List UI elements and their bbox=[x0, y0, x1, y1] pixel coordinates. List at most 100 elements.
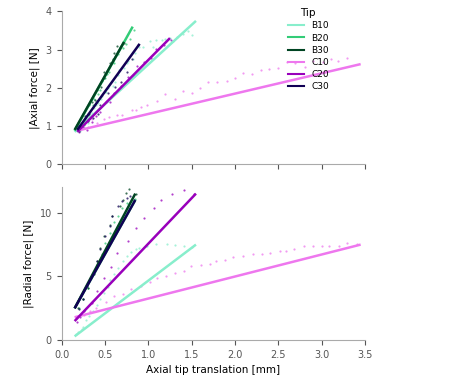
Point bbox=[206, 261, 214, 267]
Point bbox=[84, 285, 91, 291]
Point bbox=[78, 122, 85, 129]
Point bbox=[111, 84, 119, 90]
Point bbox=[153, 275, 161, 281]
Point bbox=[128, 56, 136, 62]
Point bbox=[104, 90, 111, 96]
Point bbox=[92, 113, 100, 119]
Point bbox=[109, 83, 117, 89]
Point bbox=[97, 96, 105, 102]
Point bbox=[120, 65, 128, 71]
Point bbox=[123, 253, 130, 259]
Point bbox=[72, 127, 80, 133]
Point bbox=[109, 213, 116, 219]
Point bbox=[118, 112, 126, 118]
Point bbox=[109, 56, 116, 62]
Point bbox=[73, 319, 81, 325]
Point bbox=[136, 44, 143, 50]
Point bbox=[93, 288, 101, 294]
Point bbox=[75, 123, 83, 129]
Point bbox=[158, 37, 166, 43]
Point bbox=[102, 299, 110, 305]
Point bbox=[72, 314, 80, 320]
Point bbox=[83, 284, 91, 290]
Point bbox=[126, 36, 133, 42]
Point bbox=[82, 115, 89, 121]
Point bbox=[249, 251, 257, 257]
X-axis label: Axial tip translation [mm]: Axial tip translation [mm] bbox=[146, 366, 280, 375]
Point bbox=[132, 246, 140, 253]
Point bbox=[196, 85, 203, 91]
Point bbox=[144, 102, 151, 108]
Point bbox=[94, 100, 102, 106]
Point bbox=[106, 222, 113, 228]
Point bbox=[258, 251, 266, 257]
Point bbox=[142, 243, 150, 249]
Point bbox=[319, 59, 327, 65]
Point bbox=[118, 83, 125, 89]
Point bbox=[125, 74, 132, 81]
Point bbox=[190, 191, 198, 197]
Point bbox=[163, 241, 171, 247]
Point bbox=[110, 60, 118, 66]
Point bbox=[91, 105, 98, 111]
Point bbox=[123, 200, 130, 206]
Point bbox=[113, 112, 120, 118]
Point bbox=[171, 270, 179, 276]
Point bbox=[74, 127, 82, 133]
Point bbox=[181, 268, 188, 274]
Point bbox=[266, 249, 273, 256]
Point bbox=[184, 28, 191, 34]
Point bbox=[123, 69, 131, 75]
Point bbox=[80, 296, 87, 302]
Point bbox=[80, 117, 88, 123]
Point bbox=[265, 66, 273, 72]
Point bbox=[104, 284, 111, 290]
Point bbox=[75, 305, 83, 311]
Point bbox=[132, 107, 140, 113]
Point bbox=[249, 71, 256, 77]
Point bbox=[291, 246, 298, 253]
Point bbox=[80, 118, 88, 124]
Point bbox=[79, 125, 86, 131]
Point bbox=[78, 123, 86, 129]
Point bbox=[169, 38, 176, 44]
Point bbox=[89, 271, 96, 277]
Point bbox=[149, 44, 156, 50]
Point bbox=[79, 324, 87, 330]
Point bbox=[111, 79, 119, 85]
Point bbox=[75, 129, 83, 135]
Point bbox=[79, 125, 87, 131]
Point bbox=[114, 72, 122, 78]
Point bbox=[90, 271, 97, 277]
Point bbox=[116, 203, 123, 209]
Point bbox=[78, 326, 86, 332]
Point bbox=[343, 240, 350, 246]
Point bbox=[73, 331, 80, 337]
Point bbox=[84, 119, 92, 125]
Point bbox=[73, 128, 81, 134]
Point bbox=[89, 308, 96, 314]
Point bbox=[127, 249, 135, 255]
Point bbox=[88, 119, 95, 125]
Point bbox=[101, 233, 109, 239]
Point bbox=[74, 305, 82, 311]
Point bbox=[127, 198, 135, 204]
Point bbox=[113, 43, 120, 49]
Point bbox=[144, 243, 151, 249]
Point bbox=[114, 213, 121, 219]
Point bbox=[180, 243, 187, 249]
Point bbox=[117, 44, 124, 50]
Point bbox=[80, 125, 88, 131]
Point bbox=[92, 305, 100, 311]
Point bbox=[301, 243, 308, 249]
Point bbox=[106, 114, 113, 120]
Point bbox=[152, 37, 160, 43]
Point bbox=[310, 59, 317, 65]
Point bbox=[79, 296, 87, 302]
Point bbox=[97, 296, 104, 302]
Point bbox=[161, 42, 168, 48]
Point bbox=[140, 43, 147, 50]
Point bbox=[103, 68, 110, 74]
Point bbox=[122, 190, 130, 196]
Point bbox=[83, 118, 91, 124]
